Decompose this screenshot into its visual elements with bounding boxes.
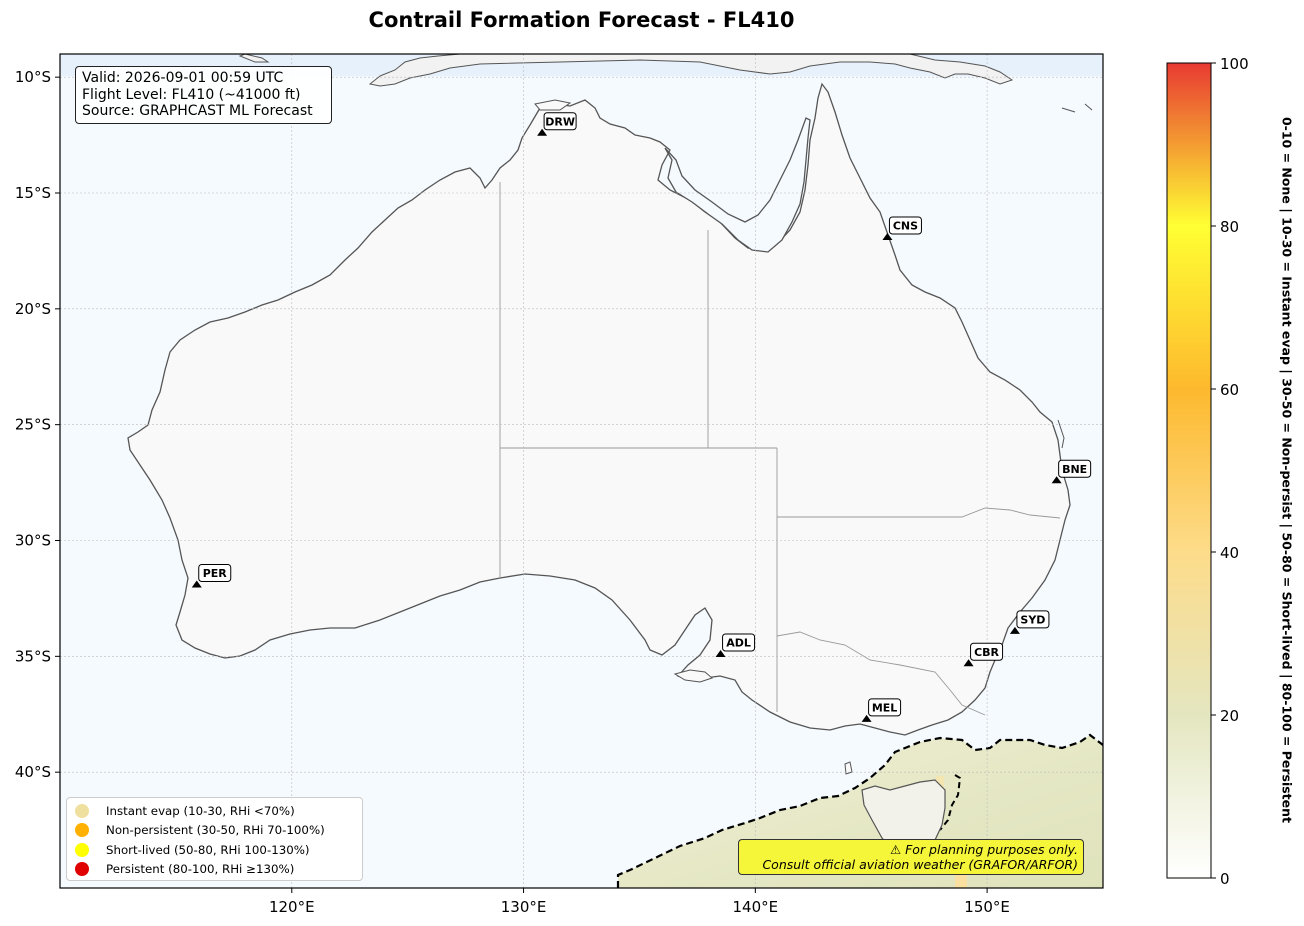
gulf-of-carpentaria — [664, 117, 811, 253]
category-ranges: 0-10 = None | 10-30 = Instant evap | 30-… — [1279, 116, 1295, 824]
x-tick-label: 140°E — [733, 898, 779, 916]
airport-label-box — [1058, 459, 1092, 478]
disclaimer-line-2: Consult official aviation weather (GRAFO… — [762, 857, 1078, 872]
legend-label: Instant evap (10-30, RHi <70%) — [106, 803, 295, 818]
timor — [238, 54, 270, 63]
legend-swatch — [75, 823, 89, 838]
y-axis: 10°S 15°S 20°S 25°S 30°S 35°S 40°S — [15, 68, 60, 781]
valid-time: Valid: 2026-09-01 00:59 UTC — [82, 70, 284, 86]
airport-code: ADL — [726, 637, 751, 650]
x-tick-label: 130°E — [501, 898, 547, 916]
tasmania — [861, 779, 946, 859]
state-borders — [499, 182, 1061, 716]
airport-label-box — [198, 564, 232, 583]
legend: Instant evap (10-30, RHi <70%) Non-persi… — [66, 797, 363, 881]
map-title: Contrail Formation Forecast - FL410 — [368, 8, 795, 32]
colorbar-tick-label: 0 — [1220, 870, 1230, 888]
melville-island — [534, 99, 572, 111]
airport-label-box — [722, 633, 756, 652]
legend-item-non-persistent: Non-persistent (30-50, RHi 70-100%) — [75, 821, 354, 841]
colorbar-tick-label: 100 — [1220, 55, 1249, 73]
legend-item-short-lived: Short-lived (50-80, RHi 100-130%) — [75, 840, 354, 860]
airport-marker-icon — [1009, 626, 1020, 634]
legend-item-persistent: Persistent (80-100, RHi ≥130%) — [75, 860, 354, 880]
disclaimer: ⚠ For planning purposes only. Consult of… — [738, 839, 1084, 875]
airport-label-box — [888, 216, 922, 235]
map-frame — [59, 53, 1104, 889]
colorbar-side-label: 0-10 = None | 10-30 = Instant evap | 30-… — [1274, 70, 1300, 870]
legend-swatch — [75, 803, 89, 818]
airport-label-box — [543, 112, 577, 131]
colorbar — [1166, 62, 1212, 879]
airport-label-box — [1016, 610, 1050, 629]
disclaimer-line-1: ⚠ For planning purposes only. — [890, 842, 1078, 857]
info-box: Valid: 2026-09-01 00:59 UTC Flight Level… — [75, 66, 332, 124]
gridlines — [60, 54, 1103, 888]
airport-marker-icon — [537, 128, 548, 136]
airport-code: CBR — [974, 646, 999, 659]
airport-mel: MEL — [861, 698, 902, 722]
airport-per: PER — [191, 564, 232, 588]
y-tick-label: 25°S — [15, 416, 51, 434]
airport-code: BNE — [1062, 463, 1087, 476]
flight-level: Flight Level: FL410 (~41000 ft) — [82, 86, 301, 103]
legend-label: Short-lived (50-80, RHi 100-130%) — [106, 842, 310, 857]
airport-code: SYD — [1020, 613, 1045, 626]
airport-cbr: CBR — [963, 642, 1004, 667]
y-tick-label: 10°S — [15, 68, 51, 86]
legend-swatch — [75, 842, 89, 857]
airport-code: PER — [203, 567, 228, 580]
airport-marker-icon — [963, 659, 974, 667]
australia-mainland — [127, 82, 1071, 736]
colorbar-tick-label: 20 — [1220, 707, 1239, 725]
airport-adl: ADL — [715, 633, 756, 658]
x-tick-label: 150°E — [964, 898, 1010, 916]
forecast-boundary — [616, 733, 1103, 888]
airport-code: MEL — [872, 701, 897, 714]
bougainville — [1061, 103, 1093, 113]
colorbar-tick-label: 60 — [1220, 381, 1239, 399]
y-tick-label: 40°S — [15, 763, 51, 781]
y-tick-label: 20°S — [15, 300, 51, 318]
colorbar-tick-label: 40 — [1220, 544, 1239, 562]
legend-label: Persistent (80-100, RHi ≥130%) — [106, 862, 295, 877]
new-guinea — [368, 54, 1014, 87]
y-tick-label: 15°S — [15, 184, 51, 202]
airport-bne: BNE — [1051, 459, 1092, 484]
forecast-source: Source: GRAPHCAST ML Forecast — [82, 103, 313, 119]
airport-marker-icon — [882, 233, 893, 241]
airport-marker-icon — [861, 714, 872, 722]
fraser-island — [1057, 419, 1065, 449]
airport-label-box — [868, 698, 902, 717]
colorbar-ticks: 0 20 40 60 80 100 — [1211, 55, 1249, 888]
legend-item-instant-evap: Instant evap (10-30, RHi <70%) — [75, 801, 354, 821]
x-tick-label: 120°E — [269, 898, 315, 916]
colorbar-tick-label: 80 — [1220, 218, 1239, 236]
kangaroo-island — [673, 669, 713, 683]
legend-label: Non-persistent (30-50, RHi 70-100%) — [106, 823, 325, 838]
airport-code: CNS — [893, 220, 918, 233]
airport-drw: DRW — [537, 112, 577, 136]
airport-marker-icon — [191, 580, 202, 588]
y-tick-label: 35°S — [15, 647, 51, 665]
y-tick-label: 30°S — [15, 532, 51, 550]
airport-marker-icon — [1051, 476, 1062, 484]
airport-label-box — [970, 642, 1004, 661]
airport-marker-icon — [715, 650, 726, 658]
tasmania-boundary — [939, 774, 962, 831]
airport-code: DRW — [545, 115, 575, 128]
x-axis: 120°E 130°E 140°E 150°E — [269, 888, 1010, 916]
airport-markers: DRW CNS BNE PER SYD CBR ADL MEL — [191, 112, 1092, 722]
airport-syd: SYD — [1009, 610, 1050, 634]
airport-cns: CNS — [882, 216, 922, 241]
legend-swatch — [75, 862, 89, 877]
